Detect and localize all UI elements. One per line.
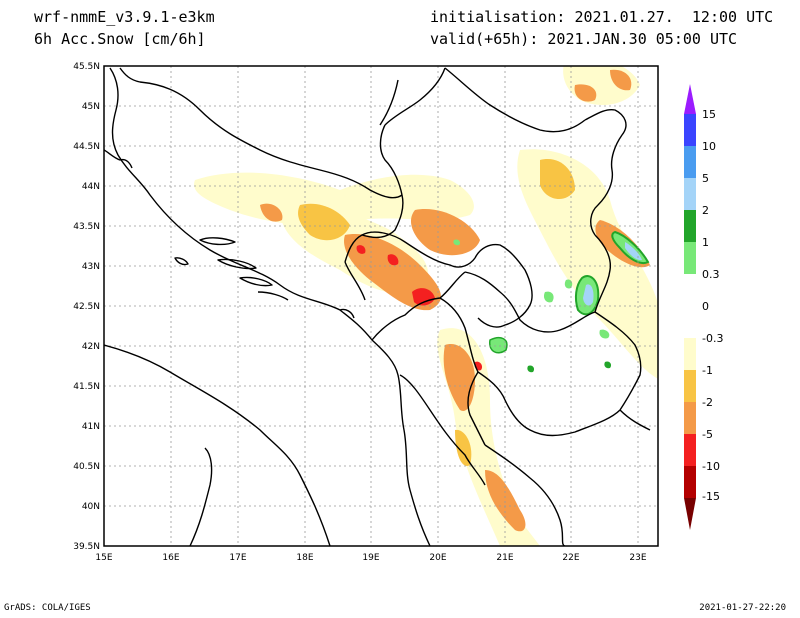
lat-label: 44.5N	[73, 142, 100, 152]
lat-label: 45N	[82, 102, 100, 112]
legend-label: 0.3	[702, 268, 720, 281]
legend-swatch	[684, 178, 696, 210]
grads-credit: GrADS: COLA/IGES	[4, 603, 91, 613]
legend-swatch	[684, 210, 696, 242]
initialisation-time: initialisation: 2021.01.27. 12:00 UTC	[430, 8, 774, 26]
coastlines-and-borders	[104, 67, 651, 546]
legend-label: -15	[702, 490, 720, 503]
legend-label: 15	[702, 108, 716, 121]
lon-label: 17E	[229, 553, 246, 563]
legend-swatch	[684, 338, 696, 370]
model-title: wrf-nmmE_v3.9.1-e3km	[34, 8, 215, 26]
latitude-labels: 45.5N 45N 44.5N 44N 43.5N 43N 42.5N 42N …	[73, 62, 100, 552]
legend-label: -1	[702, 364, 713, 377]
legend-swatch	[684, 466, 696, 498]
lat-label: 42N	[82, 342, 100, 352]
legend-arrow-top	[684, 84, 696, 114]
lat-label: 41.5N	[73, 382, 100, 392]
legend-label: 10	[702, 140, 716, 153]
lat-label: 41N	[82, 422, 100, 432]
legend-label: -5	[702, 428, 713, 441]
lon-label: 19E	[362, 553, 379, 563]
lon-label: 18E	[296, 553, 313, 563]
lon-label: 15E	[95, 553, 112, 563]
lat-label: 40N	[82, 502, 100, 512]
snow-field	[194, 66, 658, 546]
lat-label: 42.5N	[73, 302, 100, 312]
legend-label: 2	[702, 204, 709, 217]
lat-label: 44N	[82, 182, 100, 192]
legend-label: 5	[702, 172, 709, 185]
legend-label: 0	[702, 300, 709, 313]
lat-label: 40.5N	[73, 462, 100, 472]
legend-label: 1	[702, 236, 709, 249]
legend-arrow-bottom	[684, 498, 696, 530]
color-legend	[684, 84, 696, 530]
lon-label: 20E	[429, 553, 446, 563]
render-timestamp: 2021-01-27-22:20	[699, 603, 786, 613]
legend-swatch	[684, 370, 696, 402]
legend-label: -0.3	[702, 332, 723, 345]
valid-time: valid(+65h): 2021.JAN.30 05:00 UTC	[430, 30, 738, 48]
longitude-labels: 15E 16E 17E 18E 19E 20E 21E 22E 23E	[95, 553, 646, 563]
field-title: 6h Acc.Snow [cm/6h]	[34, 30, 206, 48]
lon-label: 16E	[162, 553, 179, 563]
lat-label: 43.5N	[73, 222, 100, 232]
lon-label: 22E	[562, 553, 579, 563]
map-frame	[103, 65, 659, 547]
legend-swatch	[684, 434, 696, 466]
legend-swatch	[684, 402, 696, 434]
legend-swatch	[684, 114, 696, 146]
legend-labels: 15 10 5 2 1 0.3 0 -0.3 -1 -2 -5 -10 -15	[702, 108, 723, 503]
lat-label: 45.5N	[73, 62, 100, 72]
legend-swatch	[684, 274, 696, 338]
legend-swatch	[684, 146, 696, 178]
legend-label: -2	[702, 396, 713, 409]
lat-label: 39.5N	[73, 542, 100, 552]
lon-label: 23E	[629, 553, 646, 563]
lon-label: 21E	[496, 553, 513, 563]
legend-label: -10	[702, 460, 720, 473]
lat-label: 43N	[82, 262, 100, 272]
legend-swatch	[684, 242, 696, 274]
